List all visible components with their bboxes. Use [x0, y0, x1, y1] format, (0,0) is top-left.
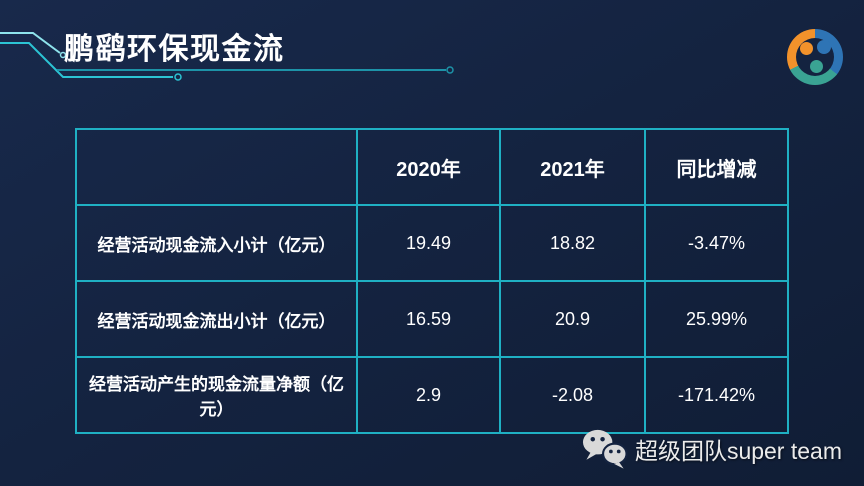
table-row: 经营活动现金流入小计（亿元） 19.49 18.82 -3.47%	[75, 204, 789, 282]
cashflow-table: 2020年 2021年 同比增减 经营活动现金流入小计（亿元） 19.49 18…	[75, 128, 789, 434]
cell-value: -3.47%	[644, 204, 789, 282]
table-header-row: 2020年 2021年 同比增减	[75, 128, 789, 206]
row-label: 经营活动现金流入小计（亿元）	[75, 204, 358, 282]
cell-value: 16.59	[356, 280, 501, 358]
wechat-icon	[582, 429, 628, 469]
cell-value: 19.49	[356, 204, 501, 282]
row-label: 经营活动现金流出小计（亿元）	[75, 280, 358, 358]
cell-value: 18.82	[499, 204, 646, 282]
table-row: 经营活动现金流出小计（亿元） 16.59 20.9 25.99%	[75, 280, 789, 358]
cell-value: 20.9	[499, 280, 646, 358]
circuit-decoration-icon	[0, 32, 454, 81]
page-title: 鹏鹞环保现金流	[64, 33, 285, 66]
watermark: 超级团队super team	[582, 428, 842, 470]
cell-value: 2.9	[356, 356, 501, 434]
row-label: 经营活动产生的现金流量净额（亿元）	[75, 356, 358, 434]
logo-orange-dot	[800, 42, 813, 55]
header-yoy-change: 同比增减	[644, 128, 789, 206]
table-row: 经营活动产生的现金流量净额（亿元） 2.9 -2.08 -171.42%	[75, 356, 789, 434]
cell-value: -171.42%	[644, 356, 789, 434]
super-team-logo-icon	[787, 29, 843, 85]
logo-teal-dot	[810, 60, 823, 73]
watermark-text: 超级团队super team	[634, 438, 842, 464]
logo-blue-dot	[817, 40, 831, 54]
cell-value: 25.99%	[644, 280, 789, 358]
cell-value: -2.08	[499, 356, 646, 434]
header-2021: 2021年	[499, 128, 646, 206]
header-2020: 2020年	[356, 128, 501, 206]
header-empty-cell	[75, 128, 358, 206]
